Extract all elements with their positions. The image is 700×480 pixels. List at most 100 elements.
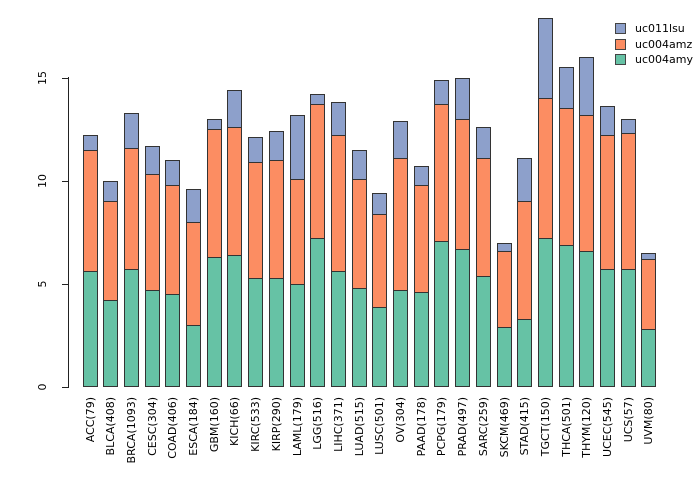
x-tick-label-tgct: TGCT(150) bbox=[538, 397, 552, 457]
bar-gbm-uc004amz bbox=[207, 129, 222, 258]
bar-uvm-uc004amy bbox=[641, 329, 656, 387]
bar-blca-uc011lsu bbox=[103, 181, 118, 202]
bar-laml-uc011lsu bbox=[290, 115, 305, 180]
x-tick-label-ucs: UCS(57) bbox=[621, 397, 635, 443]
y-tick-10 bbox=[62, 181, 68, 182]
bar-ucec-uc011lsu bbox=[600, 106, 615, 136]
bar-laml-uc004amy bbox=[290, 284, 305, 387]
bar-blca-uc004amz bbox=[103, 201, 118, 301]
bar-lusc-uc004amz bbox=[372, 214, 387, 308]
x-tick-label-coad: COAD(406) bbox=[165, 397, 179, 459]
y-axis-line bbox=[68, 76, 69, 388]
legend-label-uc011lsu: uc011lsu bbox=[635, 22, 685, 35]
bar-sarc-uc004amy bbox=[476, 276, 491, 387]
bar-paad-uc004amy bbox=[414, 292, 429, 387]
bar-kirc-uc004amz bbox=[248, 162, 263, 279]
bar-thym-uc004amz bbox=[579, 115, 594, 252]
bar-stad-uc004amy bbox=[517, 319, 532, 387]
legend-label-uc004amz: uc004amz bbox=[635, 37, 693, 51]
x-tick-label-kirp: KIRP(290) bbox=[269, 397, 283, 452]
x-tick-label-acc: ACC(79) bbox=[83, 397, 97, 443]
bar-pcpg-uc011lsu bbox=[434, 80, 449, 105]
bar-prad-uc004amy bbox=[455, 249, 470, 387]
bar-thca-uc004amz bbox=[559, 108, 574, 246]
x-tick-label-gbm: GBM(160) bbox=[207, 397, 221, 453]
bar-sarc-uc004amz bbox=[476, 158, 491, 277]
bar-esca-uc004amz bbox=[186, 222, 201, 326]
bar-tgct-uc011lsu bbox=[538, 18, 553, 99]
bar-prad-uc011lsu bbox=[455, 78, 470, 120]
bar-uvm-uc004amz bbox=[641, 259, 656, 330]
bar-lgg-uc004amy bbox=[310, 238, 325, 387]
bar-tgct-uc004amy bbox=[538, 238, 553, 387]
bar-kirc-uc004amy bbox=[248, 278, 263, 387]
bar-gbm-uc004amy bbox=[207, 257, 222, 387]
x-tick-label-ucec: UCEC(545) bbox=[600, 397, 614, 457]
bar-paad-uc004amz bbox=[414, 185, 429, 293]
bar-thca-uc011lsu bbox=[559, 67, 574, 109]
x-tick-label-kich: KICH(66) bbox=[227, 397, 241, 446]
bar-ucs-uc011lsu bbox=[621, 119, 636, 134]
bar-lihc-uc004amz bbox=[331, 135, 346, 272]
y-tick-0 bbox=[62, 387, 68, 388]
x-tick-label-brca: BRCA(1093) bbox=[124, 397, 138, 464]
bar-lihc-uc011lsu bbox=[331, 102, 346, 136]
legend-swatch-uc004amz bbox=[615, 38, 626, 50]
x-tick-label-laml: LAML(179) bbox=[290, 397, 304, 457]
legend-item-uc004amy: uc004amy bbox=[615, 54, 693, 65]
bar-brca-uc011lsu bbox=[124, 113, 139, 149]
bar-coad-uc011lsu bbox=[165, 160, 180, 186]
y-tick-label-10: 10 bbox=[36, 174, 49, 188]
bar-gbm-uc011lsu bbox=[207, 119, 222, 130]
bar-lusc-uc011lsu bbox=[372, 193, 387, 215]
x-tick-label-skcm: SKCM(469) bbox=[497, 397, 511, 458]
bar-kich-uc004amz bbox=[227, 127, 242, 256]
legend-swatch-uc011lsu bbox=[615, 23, 626, 34]
x-tick-label-uvm: UVM(80) bbox=[641, 397, 655, 445]
bar-kich-uc004amy bbox=[227, 255, 242, 387]
bar-kirp-uc004amz bbox=[269, 160, 284, 279]
y-tick-label-15: 15 bbox=[36, 71, 49, 85]
bar-skcm-uc004amz bbox=[497, 251, 512, 328]
bar-brca-uc004amz bbox=[124, 148, 139, 270]
legend-item-uc011lsu: uc011lsu bbox=[615, 23, 693, 34]
legend-label-uc004amy: uc004amy bbox=[635, 53, 693, 66]
x-tick-label-esca: ESCA(184) bbox=[186, 397, 200, 456]
x-tick-label-paad: PAAD(178) bbox=[414, 397, 428, 457]
bar-thca-uc004amy bbox=[559, 245, 574, 387]
bar-lgg-uc004amz bbox=[310, 104, 325, 239]
bar-ucs-uc004amy bbox=[621, 269, 636, 387]
y-tick-15 bbox=[62, 78, 68, 79]
bar-kirp-uc011lsu bbox=[269, 131, 284, 161]
bar-acc-uc011lsu bbox=[83, 135, 98, 151]
bar-luad-uc011lsu bbox=[352, 150, 367, 180]
x-tick-label-prad: PRAD(497) bbox=[455, 397, 469, 457]
bar-stad-uc011lsu bbox=[517, 158, 532, 202]
bar-acc-uc004amz bbox=[83, 150, 98, 272]
bar-ucec-uc004amy bbox=[600, 269, 615, 387]
x-tick-label-pcpg: PCPG(179) bbox=[434, 397, 448, 457]
x-tick-label-thca: THCA(501) bbox=[559, 397, 573, 457]
y-tick-label-5: 5 bbox=[36, 280, 49, 288]
bar-skcm-uc011lsu bbox=[497, 243, 512, 252]
x-tick-label-stad: STAD(415) bbox=[517, 397, 531, 456]
chart-legend: uc011lsu uc004amz uc004amy bbox=[615, 23, 693, 65]
bar-stad-uc004amz bbox=[517, 201, 532, 320]
bar-kirc-uc011lsu bbox=[248, 137, 263, 163]
bar-ov-uc011lsu bbox=[393, 121, 408, 159]
legend-swatch-uc004amy bbox=[615, 54, 626, 65]
bar-laml-uc004amz bbox=[290, 179, 305, 285]
bar-ucs-uc004amz bbox=[621, 133, 636, 270]
bar-thym-uc011lsu bbox=[579, 57, 594, 116]
bar-pcpg-uc004amy bbox=[434, 241, 449, 387]
bar-esca-uc011lsu bbox=[186, 189, 201, 223]
bar-ov-uc004amz bbox=[393, 158, 408, 291]
bar-pcpg-uc004amz bbox=[434, 104, 449, 242]
bar-blca-uc004amy bbox=[103, 300, 118, 387]
bar-sarc-uc011lsu bbox=[476, 127, 491, 159]
bar-coad-uc004amz bbox=[165, 185, 180, 295]
x-tick-label-ov: OV(304) bbox=[393, 397, 407, 443]
bar-prad-uc004amz bbox=[455, 119, 470, 250]
x-tick-label-lihc: LIHC(371) bbox=[331, 397, 345, 452]
bar-luad-uc004amy bbox=[352, 288, 367, 387]
